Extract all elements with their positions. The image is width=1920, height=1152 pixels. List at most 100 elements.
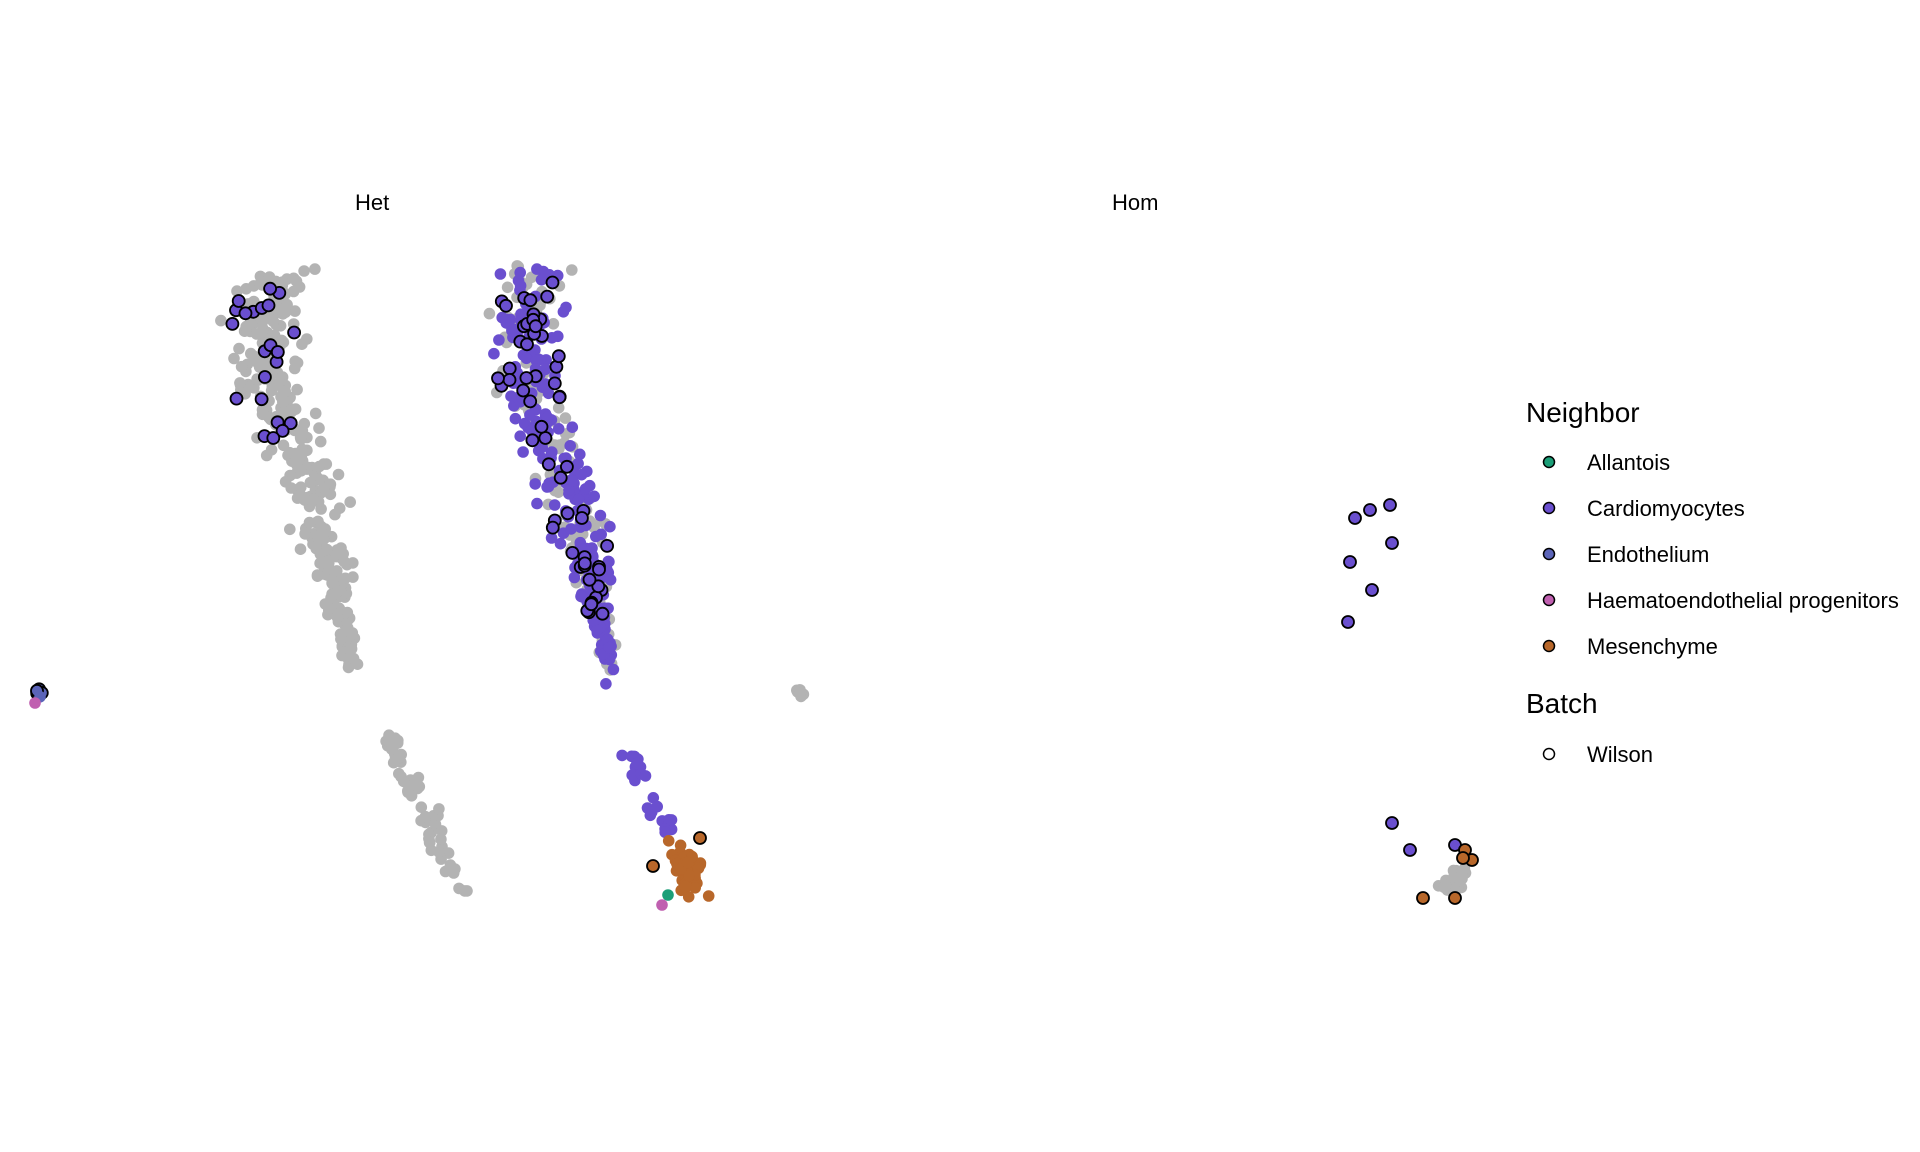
point-cardiomyocytes-wilson xyxy=(560,506,575,521)
point-cardiomyocytes xyxy=(520,352,533,365)
point-background xyxy=(383,729,395,741)
point-cardiomyocytes xyxy=(563,484,575,496)
point-cardiomyocytes xyxy=(651,800,663,813)
point-haematoendothelial-progenitors xyxy=(29,697,41,709)
point-background xyxy=(335,633,347,645)
point-cardiomyocytes xyxy=(607,663,620,676)
point-background xyxy=(415,801,428,813)
point-cardiomyocytes-wilson xyxy=(238,306,253,321)
point-background xyxy=(245,347,257,360)
point-background xyxy=(285,482,298,494)
point-background xyxy=(554,439,566,451)
point-background xyxy=(235,360,248,373)
point-cardiomyocytes xyxy=(554,537,567,550)
point-background xyxy=(294,431,307,444)
point-cardiomyocytes-wilson xyxy=(584,597,599,612)
point-mesenchyme-wilson xyxy=(1416,891,1430,905)
point-background xyxy=(439,865,452,878)
panel-title-hom: Hom xyxy=(1112,190,1158,215)
point-background xyxy=(289,447,302,460)
point-background xyxy=(309,263,321,275)
point-background xyxy=(1439,879,1452,891)
point-cardiomyocytes-wilson xyxy=(538,431,553,445)
point-mesenchyme xyxy=(682,891,695,903)
point-cardiomyocytes xyxy=(488,347,500,360)
point-cardiomyocytes xyxy=(542,387,555,400)
point-cardiomyocytes xyxy=(493,334,505,346)
point-background xyxy=(276,276,289,288)
point-cardiomyocytes-wilson xyxy=(1341,615,1355,629)
point-background xyxy=(260,449,273,462)
point-background xyxy=(314,435,327,448)
point-haematoendothelial-progenitors xyxy=(656,899,668,911)
point-background xyxy=(298,265,310,277)
point-cardiomyocytes xyxy=(560,301,572,314)
point-cardiomyocytes-wilson xyxy=(525,433,540,448)
point-background xyxy=(298,493,311,506)
point-mesenchyme xyxy=(679,880,692,892)
point-background xyxy=(277,396,289,408)
point-cardiomyocytes-wilson xyxy=(582,572,597,587)
legend-label-mesenchyme: Mesenchyme xyxy=(1587,634,1718,659)
point-cardiomyocytes xyxy=(529,478,541,490)
point-cardiomyocytes-wilson xyxy=(516,383,531,398)
point-background xyxy=(424,836,436,849)
point-background xyxy=(250,328,263,340)
legend-label-cardiomyocytes: Cardiomyocytes xyxy=(1587,496,1745,521)
legend-title-batch: Batch xyxy=(1526,688,1598,719)
legend-label-wilson: Wilson xyxy=(1587,742,1653,767)
point-cardiomyocytes xyxy=(517,446,529,458)
point-background xyxy=(228,352,240,365)
point-cardiomyocytes-wilson xyxy=(1348,511,1362,525)
legend-key-endothelium xyxy=(1542,547,1556,561)
point-mesenchyme xyxy=(681,856,694,869)
point-cardiomyocytes-wilson xyxy=(551,349,566,364)
point-background xyxy=(301,333,313,345)
legend-label-haematoendothelial-progenitors: Haematoendothelial progenitors xyxy=(1587,588,1899,613)
point-background xyxy=(315,520,328,533)
point-allantois xyxy=(662,889,674,901)
point-background xyxy=(307,493,320,506)
point-cardiomyocytes-wilson xyxy=(261,298,276,313)
point-background xyxy=(413,780,426,793)
legend-key-allantois xyxy=(1542,455,1556,469)
legend-title-neighbor: Neighbor xyxy=(1526,397,1640,428)
point-background xyxy=(272,377,285,390)
point-cardiomyocytes xyxy=(566,421,579,434)
point-cardiomyocytes xyxy=(494,268,507,280)
point-background xyxy=(279,306,292,319)
point-cardiomyocytes xyxy=(525,424,538,437)
point-background xyxy=(794,687,807,699)
point-cardiomyocytes-wilson xyxy=(1365,583,1379,597)
point-cardiomyocytes xyxy=(568,571,581,584)
point-mesenchyme-wilson xyxy=(1456,851,1470,865)
point-background xyxy=(313,460,326,473)
point-background xyxy=(263,271,276,283)
point-cardiomyocytes-wilson xyxy=(229,391,244,406)
point-cardiomyocytes xyxy=(548,499,561,511)
point-background xyxy=(405,790,418,802)
point-cardiomyocytes xyxy=(539,363,552,376)
point-cardiomyocytes-wilson xyxy=(540,289,555,304)
point-background xyxy=(304,476,317,489)
point-cardiomyocytes xyxy=(531,497,543,510)
point-cardiomyocytes xyxy=(546,332,558,344)
point-cardiomyocytes-wilson xyxy=(266,431,281,445)
point-cardiomyocytes-wilson xyxy=(541,457,556,472)
legend-label-allantois: Allantois xyxy=(1587,450,1670,475)
point-background xyxy=(344,496,357,508)
point-cardiomyocytes xyxy=(541,411,554,424)
legend-key-mesenchyme xyxy=(1542,639,1556,653)
point-cardiomyocytes-wilson xyxy=(523,293,538,308)
point-background xyxy=(309,407,322,420)
point-background xyxy=(433,803,445,815)
point-background xyxy=(335,573,348,585)
point-background xyxy=(559,412,572,424)
point-background xyxy=(288,362,301,375)
point-cardiomyocytes-wilson xyxy=(254,392,269,407)
point-background xyxy=(331,611,344,624)
point-cardiomyocytes-wilson xyxy=(263,281,278,296)
point-background xyxy=(313,473,326,486)
point-cardiomyocytes xyxy=(567,475,579,487)
